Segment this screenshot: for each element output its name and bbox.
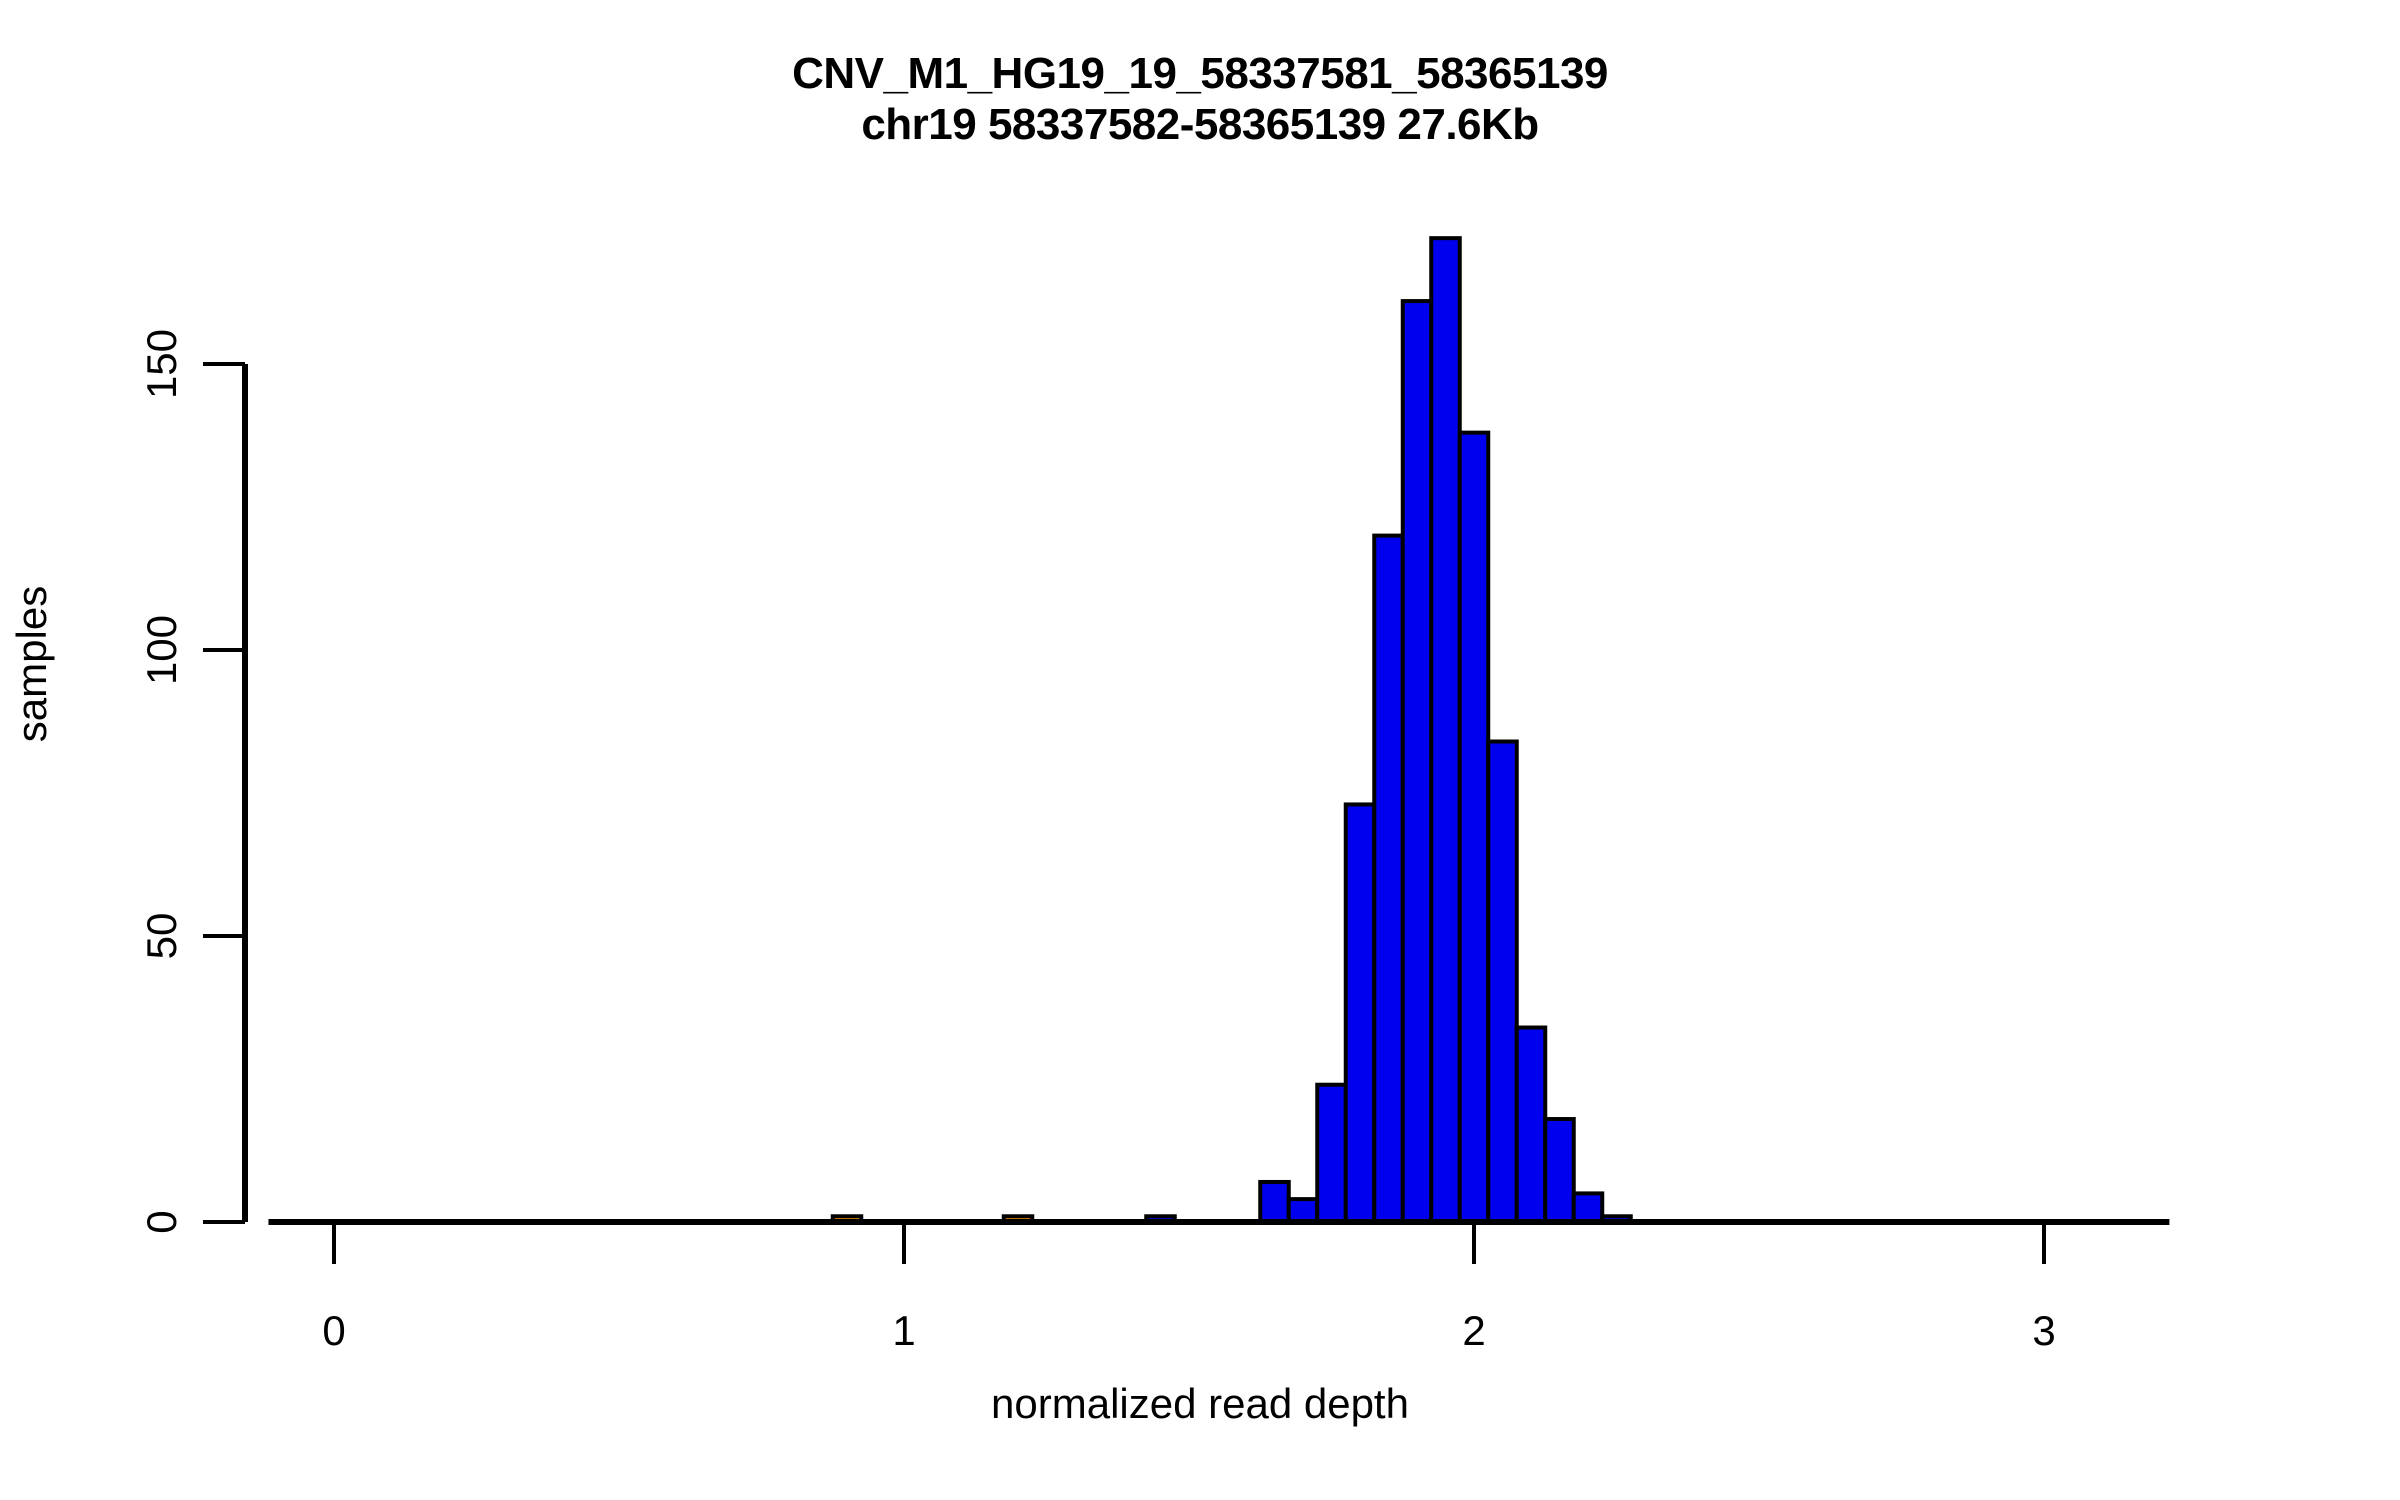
x-tick-label: 1 (892, 1307, 915, 1354)
y-axis-label: samples (8, 585, 55, 743)
y-tick-label: 150 (138, 329, 185, 399)
histogram-bars (830, 236, 1633, 1225)
x-tick-label: 0 (322, 1307, 345, 1354)
plot-axes (203, 362, 2170, 1264)
histogram-bar (1400, 299, 1434, 1224)
histogram-bar (1457, 430, 1491, 1224)
histogram-bar (1286, 1197, 1320, 1224)
x-axis-label: normalized read depth (991, 1380, 1409, 1427)
chart-title-block: CNV_M1_HG19_19_58337581_58365139 chr19 5… (0, 48, 2400, 150)
histogram-bar (1372, 533, 1405, 1224)
x-tick-label: 2 (1462, 1307, 1485, 1354)
histogram-bar (1343, 802, 1377, 1224)
histogram-bar (1543, 1117, 1576, 1225)
histogram-bar (1315, 1082, 1348, 1224)
chart-title-line-1: CNV_M1_HG19_19_58337581_58365139 (792, 49, 1608, 98)
y-tick-label: 0 (138, 1210, 185, 1233)
histogram-bar (1429, 236, 1462, 1225)
x-tick-label: 3 (2032, 1307, 2055, 1354)
histogram-bar (1571, 1191, 1605, 1225)
histogram-bar (1514, 1025, 1548, 1225)
axis-tick-labels: 0 1 2 3 0 50 100 150 (138, 329, 2056, 1354)
y-tick-label: 50 (138, 913, 185, 960)
chart-title-line-2: chr19 58337582-58365139 27.6Kb (861, 100, 1539, 150)
histogram-bar (1258, 1179, 1291, 1224)
histogram-bar (1486, 739, 1519, 1225)
y-tick-label: 100 (138, 615, 185, 685)
